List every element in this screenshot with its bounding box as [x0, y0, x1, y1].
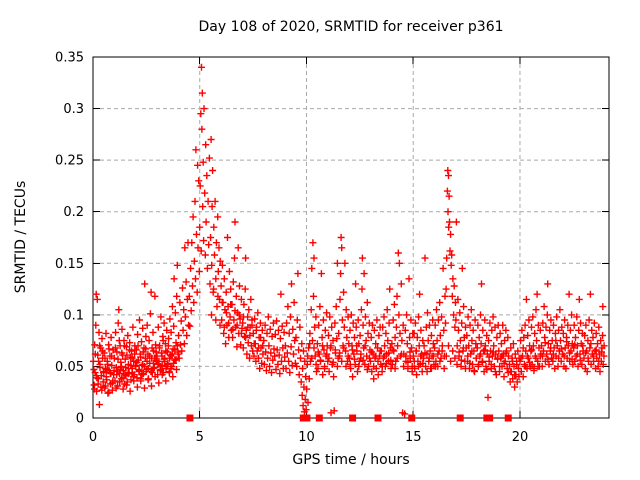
y-tick-label: 0 [76, 412, 84, 427]
y-tick-label: 0.15 [55, 257, 84, 272]
square-marker [486, 414, 494, 422]
y-tick-labels: 0 0.05 0.1 0.15 0.2 0.25 0.3 0.35 [55, 51, 84, 427]
y-tick-label: 0.25 [55, 154, 84, 169]
x-tick-label: 0 [89, 430, 97, 445]
y-tick-label: 0.1 [63, 308, 84, 323]
x-tick-labels: 0 5 10 15 20 [89, 430, 528, 445]
x-tick-label: 5 [196, 430, 204, 445]
y-axis-label: SRMTID / TECUs [13, 181, 29, 294]
square-marker [408, 414, 416, 422]
x-axis-label: GPS time / hours [292, 452, 409, 468]
square-marker [315, 414, 323, 422]
square-marker [186, 414, 194, 422]
y-tick-label: 0.35 [55, 51, 84, 66]
x-tick-label: 10 [298, 430, 315, 445]
x-tick-label: 15 [405, 430, 422, 445]
scatter-data-points [89, 63, 608, 418]
plus-markers [89, 63, 608, 418]
square-marker [349, 414, 357, 422]
square-marker [456, 414, 464, 422]
square-marker [504, 414, 512, 422]
square-marker [374, 414, 382, 422]
x-tick-label: 20 [512, 430, 529, 445]
y-tick-label: 0.2 [63, 205, 84, 220]
square-marker [303, 414, 311, 422]
y-tick-label: 0.3 [63, 102, 84, 117]
chart-title: Day 108 of 2020, SRMTID for receiver p36… [198, 19, 503, 35]
zero-marker-squares [186, 414, 512, 422]
y-tick-label: 0.05 [55, 360, 84, 375]
